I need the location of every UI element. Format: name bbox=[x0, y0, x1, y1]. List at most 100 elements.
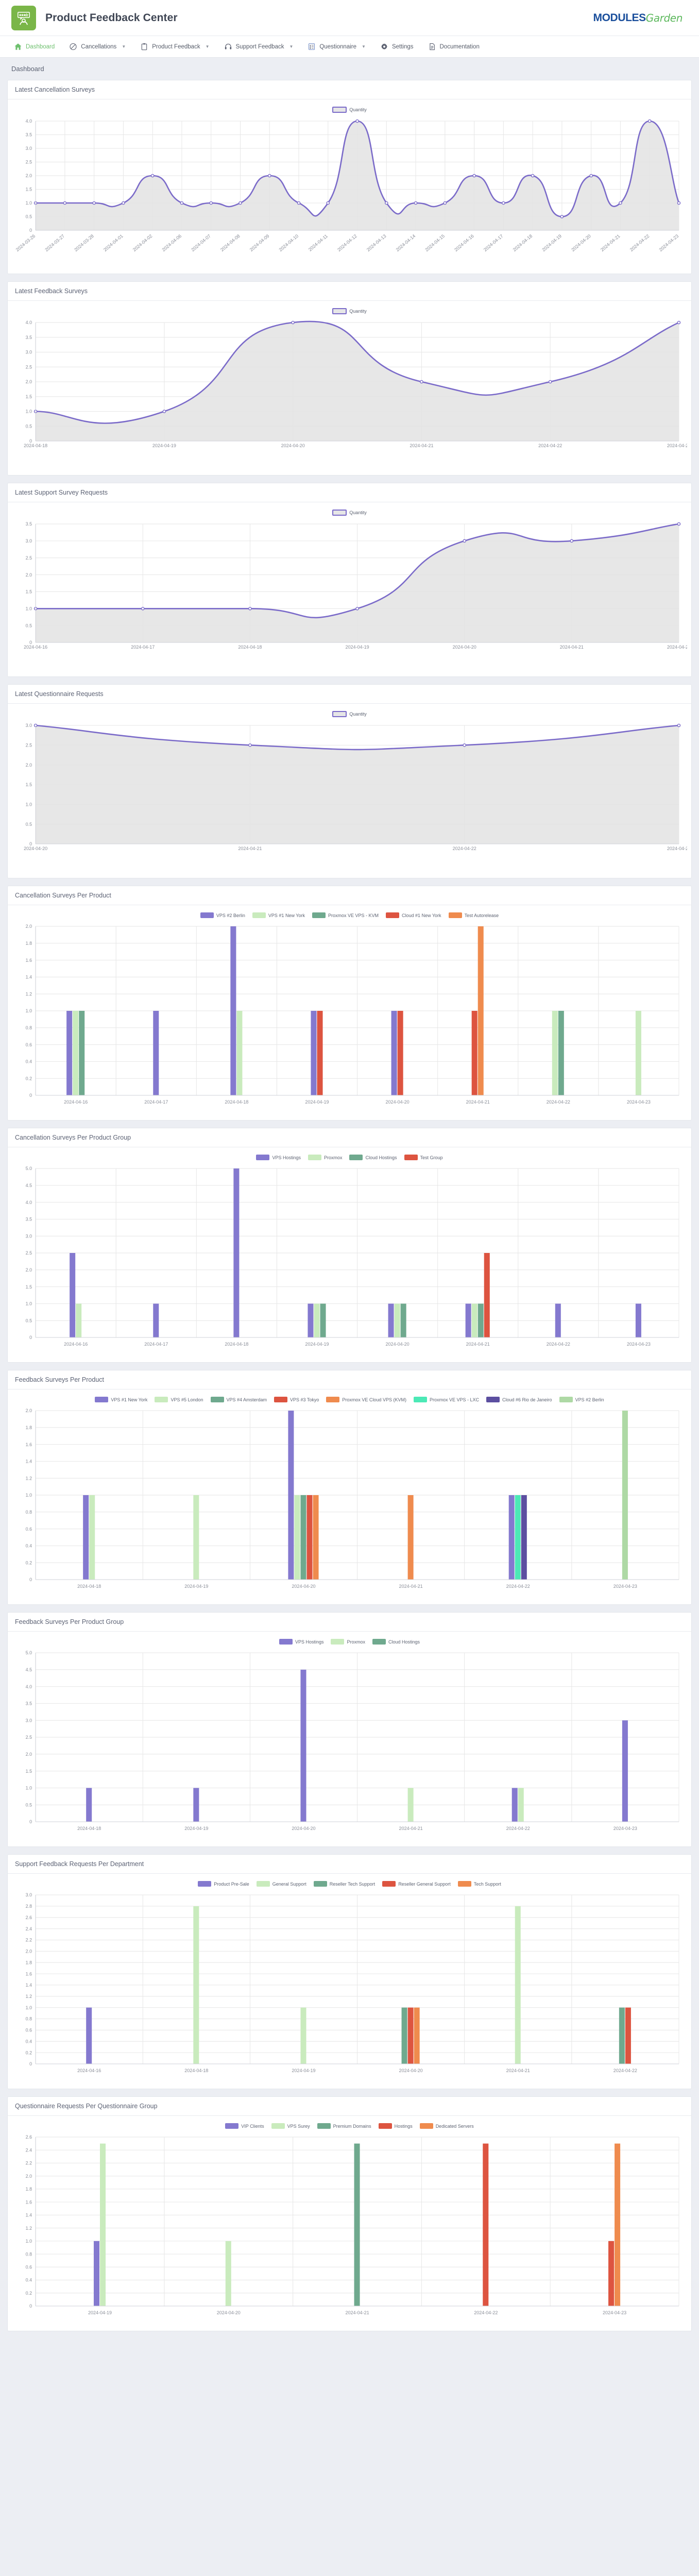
chart-cancellation-surveys-per-product-group[interactable]: VPS Hostings Proxmox Cloud Hostings Test Gr… bbox=[12, 1154, 687, 1359]
chart-feedback-surveys-per-product-group[interactable]: VPS Hostings Proxmox Cloud Hostings 0 0.5 1.0… bbox=[12, 1638, 687, 1843]
legend-item[interactable]: Cloud Hostings bbox=[349, 1155, 397, 1160]
nav-label: Documentation bbox=[439, 43, 480, 50]
svg-text:2024-04-20: 2024-04-20 bbox=[292, 1826, 315, 1831]
svg-text:0.5: 0.5 bbox=[26, 1318, 32, 1323]
legend-label: Proxmox bbox=[323, 1155, 343, 1160]
legend-item[interactable]: Test Autorelease bbox=[448, 912, 499, 918]
legend-label: VPS #5 London bbox=[171, 1397, 203, 1402]
legend-item[interactable]: Cloud Hostings bbox=[372, 1639, 420, 1645]
legend-item[interactable]: VPS Hostings bbox=[279, 1639, 323, 1645]
legend-item[interactable]: VPS Hostings bbox=[256, 1155, 301, 1160]
nav-item-support-feedback[interactable]: Support Feedback ▼ bbox=[217, 36, 300, 58]
legend-item[interactable]: Proxmox VE VPS - LXC bbox=[413, 1397, 479, 1402]
bar bbox=[401, 2007, 407, 2064]
legend-item[interactable]: VPS #1 New York bbox=[252, 912, 305, 918]
svg-text:3.0: 3.0 bbox=[26, 538, 32, 544]
svg-text:0.2: 0.2 bbox=[26, 2050, 32, 2055]
chart-latest-cancellation-surveys[interactable]: Quantity 0 0.5 1.0 1.5 2.0 2.5 3.0 3.5 4.0 2024-03… bbox=[12, 106, 687, 270]
chart-questionnaire-requests-per-questionnaire-group[interactable]: VIP Clients VPS Surey Premium Domains Hosti… bbox=[12, 2122, 687, 2328]
legend-swatch bbox=[372, 1639, 386, 1645]
bar bbox=[478, 926, 484, 1095]
legend-swatch bbox=[95, 1397, 109, 1402]
bar bbox=[311, 1011, 317, 1095]
ban-icon bbox=[69, 43, 77, 51]
legend-item[interactable]: Test Group bbox=[404, 1155, 443, 1160]
svg-text:2024-04-20: 2024-04-20 bbox=[281, 443, 305, 448]
chart-cancellation-surveys-per-product[interactable]: VPS #2 Berlin VPS #1 New York Proxmox VE V… bbox=[12, 911, 687, 1117]
bar bbox=[300, 1669, 306, 1822]
bar bbox=[515, 1906, 521, 2064]
nav-item-dashboard[interactable]: Dashboard bbox=[7, 36, 61, 58]
legend-item[interactable]: Dedicated Servers bbox=[419, 2123, 474, 2129]
chart-latest-feedback-surveys[interactable]: Quantity 0 0.5 1.0 1.5 2.0 2.5 3.0 3.5 4.0 2024-04… bbox=[12, 307, 687, 472]
legend-item[interactable]: VPS #4 Amsterdam bbox=[210, 1397, 267, 1402]
legend-item[interactable]: VPS #2 Berlin bbox=[200, 912, 245, 918]
svg-text:1.0: 1.0 bbox=[26, 1301, 32, 1307]
legend-item[interactable]: VPS #5 London bbox=[155, 1397, 203, 1402]
legend-item[interactable]: VIP Clients bbox=[225, 2123, 264, 2129]
svg-text:2024-04-08: 2024-04-08 bbox=[219, 233, 241, 252]
svg-text:1.5: 1.5 bbox=[26, 187, 32, 192]
svg-text:3.0: 3.0 bbox=[26, 146, 32, 151]
legend-swatch bbox=[378, 2123, 392, 2129]
bar bbox=[317, 1011, 323, 1095]
legend-item[interactable]: Quantity bbox=[332, 107, 367, 113]
chart-feedback-surveys-per-product[interactable]: VPS #1 New York VPS #5 London VPS #4 Amste… bbox=[12, 1396, 687, 1601]
legend-label: VIP Clients bbox=[241, 2123, 264, 2129]
chart-latest-support-survey-requests[interactable]: Quantity 0 0.5 1.0 1.5 2.0 2.5 3.0 3.5 2024-04-16… bbox=[12, 509, 687, 673]
legend-label: VPS #1 New York bbox=[268, 912, 305, 918]
legend-item[interactable]: Proxmox bbox=[308, 1155, 343, 1160]
svg-text:2.0: 2.0 bbox=[26, 762, 32, 768]
nav-item-settings[interactable]: Settings bbox=[373, 36, 420, 58]
legend-item[interactable]: VPS #1 New York bbox=[95, 1397, 147, 1402]
brand: Product Feedback Center bbox=[11, 5, 178, 30]
legend-item[interactable]: Premium Domains bbox=[317, 2123, 371, 2129]
chart-canvas: 0 0.2 0.4 0.6 0.8 1.0 1.2 1.4 1.6 1.8 2.0 2024-04-1… bbox=[26, 1408, 679, 1589]
legend-item[interactable]: Reseller Tech Support bbox=[313, 1881, 375, 1887]
svg-text:0.6: 0.6 bbox=[26, 1527, 32, 1532]
legend-item[interactable]: VPS #2 Berlin bbox=[559, 1397, 604, 1402]
legend-item[interactable]: Quantity bbox=[332, 308, 367, 314]
bar bbox=[465, 1303, 471, 1337]
svg-text:3.5: 3.5 bbox=[26, 335, 32, 340]
legend-item[interactable]: Hostings bbox=[378, 2123, 413, 2129]
legend-item[interactable]: Quantity bbox=[332, 711, 367, 717]
nav-item-documentation[interactable]: Documentation bbox=[421, 36, 486, 58]
legend-item[interactable]: VPS #3 Tokyo bbox=[274, 1397, 319, 1402]
panel-latest-support-survey-requests: Latest Support Survey Requests Quantity 0… bbox=[7, 483, 692, 677]
bar bbox=[354, 2143, 360, 2306]
legend-item[interactable]: VPS Surey bbox=[271, 2123, 310, 2129]
legend-item[interactable]: Product Pre-Sale bbox=[198, 1881, 249, 1887]
legend-item[interactable]: Reseller General Support bbox=[382, 1881, 451, 1887]
bar bbox=[622, 1411, 628, 1580]
bar bbox=[153, 1011, 159, 1095]
bar bbox=[388, 1303, 394, 1337]
nav-item-questionnaire[interactable]: Questionnaire ▼ bbox=[301, 36, 372, 58]
legend-label: Test Autorelease bbox=[464, 912, 499, 918]
vendor-name-garden: Garden bbox=[645, 11, 683, 24]
nav-item-cancellations[interactable]: Cancellations ▼ bbox=[62, 36, 132, 58]
dashboard-content: Latest Cancellation Surveys Quantity 0 0.5… bbox=[0, 80, 699, 2351]
legend-swatch bbox=[413, 1397, 427, 1402]
chart-latest-questionnaire-requests[interactable]: Quantity 0 0.5 1.0 1.5 2.0 2.5 3.0 2024-04-20 202… bbox=[12, 710, 687, 875]
nav-label: Product Feedback bbox=[152, 43, 200, 50]
bar bbox=[86, 2007, 92, 2064]
legend-item[interactable]: Cloud #6 Rio de Janeiro bbox=[486, 1397, 552, 1402]
bar bbox=[515, 1495, 521, 1580]
svg-text:0: 0 bbox=[29, 1819, 32, 1824]
svg-text:2024-04-21: 2024-04-21 bbox=[410, 443, 433, 448]
chart-support-feedback-requests-per-department[interactable]: Product Pre-Sale General Support Reseller … bbox=[12, 1880, 687, 2086]
legend-item[interactable]: Quantity bbox=[332, 510, 367, 516]
legend-item[interactable]: General Support bbox=[256, 1881, 306, 1887]
legend-label: VPS #2 Berlin bbox=[575, 1397, 604, 1402]
legend-item[interactable]: Tech Support bbox=[457, 1881, 501, 1887]
legend-item[interactable]: Proxmox VE Cloud VPS (KVM) bbox=[326, 1397, 406, 1402]
legend-swatch bbox=[210, 1397, 224, 1402]
legend-swatch bbox=[326, 1397, 340, 1402]
legend-item[interactable]: Cloud #1 New York bbox=[386, 912, 441, 918]
svg-text:2024-04-20: 2024-04-20 bbox=[570, 233, 592, 252]
legend-item[interactable]: Proxmox bbox=[331, 1639, 365, 1645]
legend-item[interactable]: Proxmox VE VPS - KVM bbox=[312, 912, 379, 918]
svg-text:0: 0 bbox=[29, 228, 32, 233]
nav-item-product-feedback[interactable]: Product Feedback ▼ bbox=[133, 36, 216, 58]
